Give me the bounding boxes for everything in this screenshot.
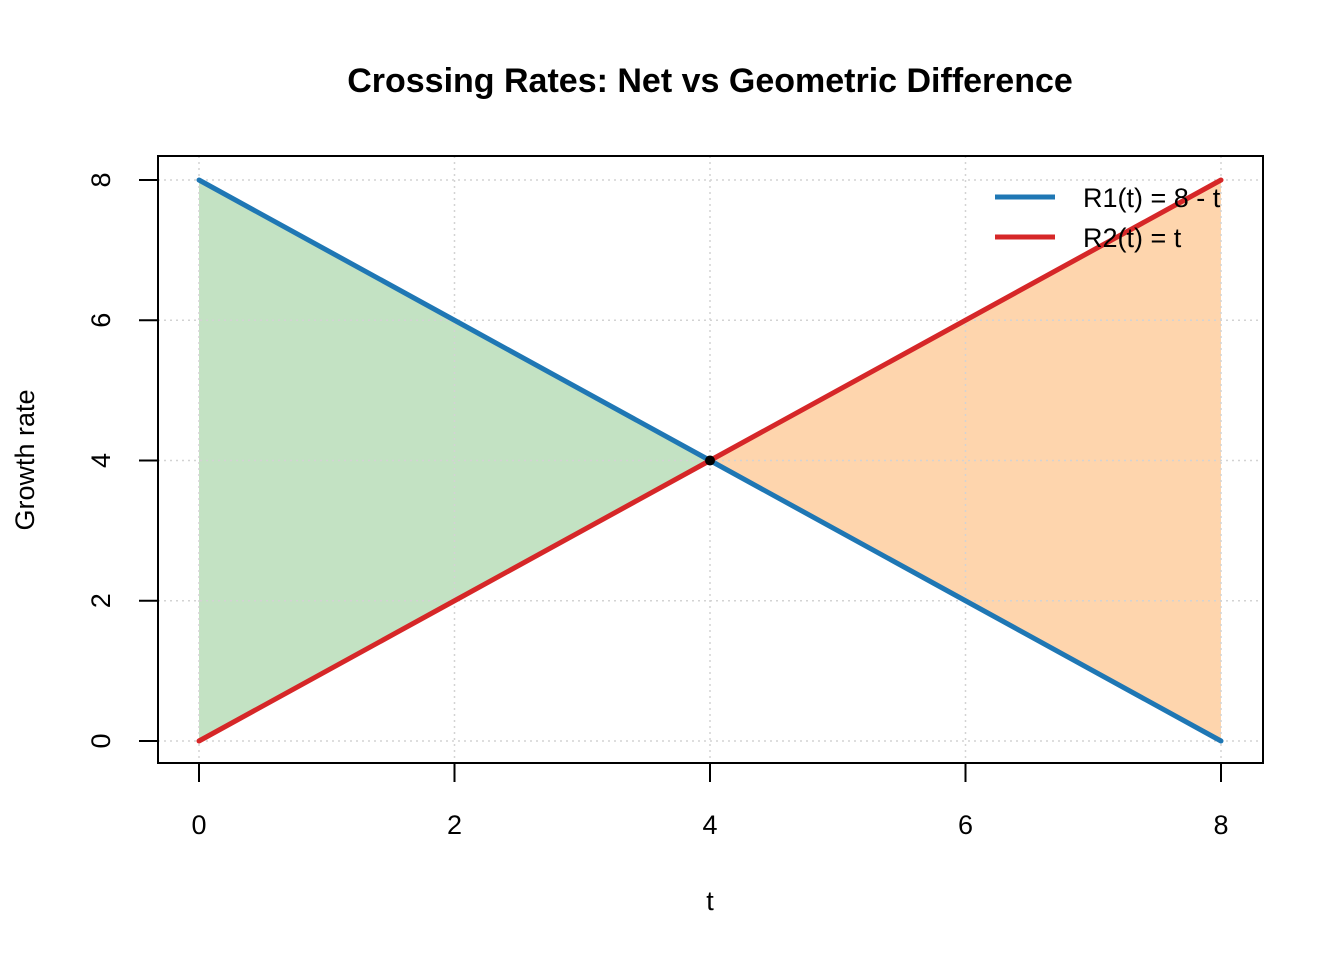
y-tick-label-1: 2 xyxy=(86,593,116,608)
y-axis-label: Growth rate xyxy=(10,389,40,530)
marker-layer xyxy=(705,455,715,466)
x-tick-label-0: 0 xyxy=(191,810,206,840)
y-tick-label-0: 0 xyxy=(86,733,116,748)
x-tick-label-4: 8 xyxy=(1213,810,1228,840)
y-tick-label-4: 8 xyxy=(86,172,116,187)
series-1-point-0 xyxy=(197,178,201,182)
series-1-point-1 xyxy=(452,318,457,323)
x-tick-label-2: 4 xyxy=(702,810,717,840)
series-1-point-3 xyxy=(963,598,968,603)
series-2-point-1 xyxy=(452,598,457,603)
series-2-point-0 xyxy=(197,739,201,743)
x-tick-label-3: 6 xyxy=(958,810,973,840)
series-2-point-4 xyxy=(1219,178,1223,182)
y-axis: 0 2 4 6 8 xyxy=(86,172,159,749)
legend-label-1: R1(t) = 8 - t xyxy=(1083,183,1221,213)
legend: R1(t) = 8 - t R2(t) = t xyxy=(995,183,1221,253)
x-tick-label-1: 2 xyxy=(447,810,462,840)
x-axis: 0 2 4 6 8 xyxy=(191,762,1229,840)
crossing-point-marker xyxy=(705,455,715,466)
series-1-point-4 xyxy=(1219,739,1223,743)
y-tick-label-2: 4 xyxy=(86,453,116,468)
x-axis-label: t xyxy=(706,886,714,916)
fill-region-2 xyxy=(710,180,1221,741)
y-tick-label-3: 6 xyxy=(86,313,116,328)
series-2-point-3 xyxy=(963,318,968,323)
legend-label-2: R2(t) = t xyxy=(1083,223,1182,253)
chart-title: Crossing Rates: Net vs Geometric Differe… xyxy=(347,62,1073,100)
